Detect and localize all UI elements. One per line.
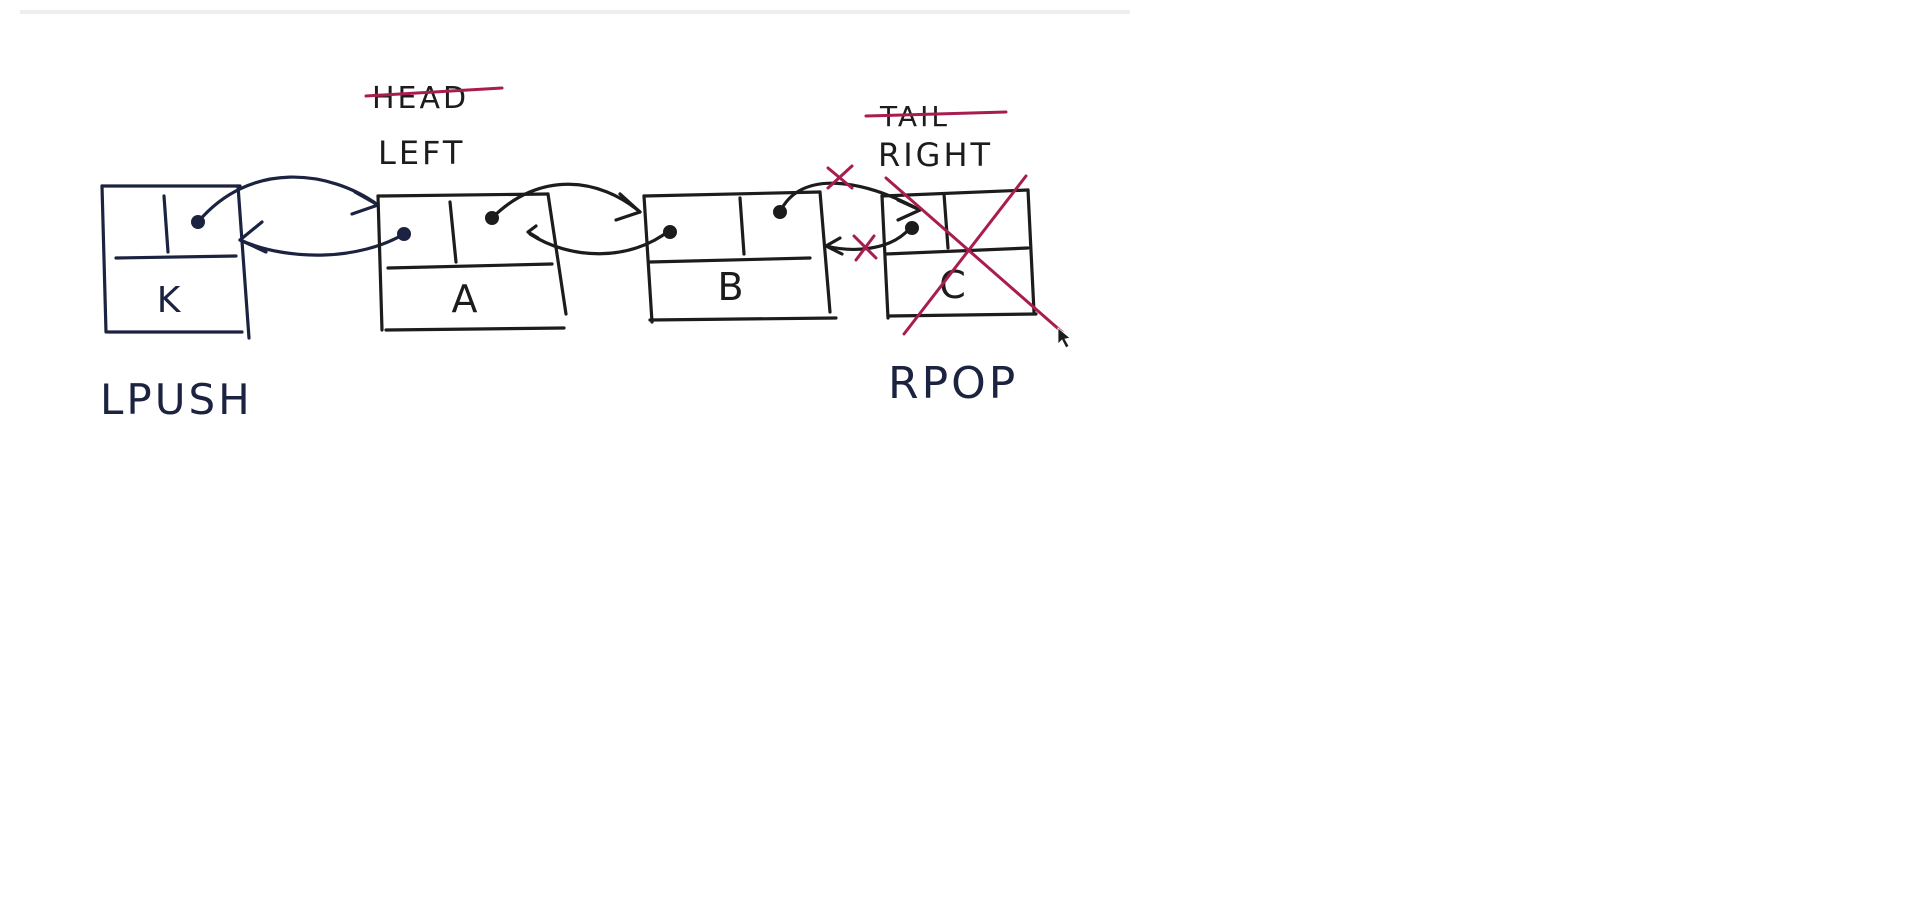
link-c-prev-to-b [824, 226, 912, 262]
link-k-next-to-a [196, 175, 380, 224]
head-strike [364, 86, 504, 98]
node-k: K [100, 184, 251, 340]
link-a-prev-to-k [238, 220, 406, 257]
link-a-next-to-b [490, 182, 642, 222]
head-label-group: HEAD [364, 81, 504, 116]
lpush-label: LPUSH [100, 375, 253, 424]
node-a: A [376, 192, 568, 332]
node-c: C [880, 174, 1064, 336]
link-b-next-to-c [778, 164, 922, 222]
node-a-value: A [452, 277, 481, 321]
left-label: LEFT [378, 134, 465, 172]
right-label: RIGHT [878, 136, 993, 174]
tail-label-group: TAIL [864, 100, 1008, 133]
link-b-prev-to-a [526, 224, 672, 256]
head-label: HEAD [372, 81, 469, 116]
mouse-pointer-icon [1057, 327, 1071, 349]
node-c-strike [884, 176, 1064, 334]
rpop-label: RPOP [888, 358, 1018, 409]
tail-strike [864, 110, 1008, 118]
node-b: B [642, 190, 838, 324]
node-b-value: B [717, 265, 746, 309]
node-k-value: K [157, 280, 184, 321]
